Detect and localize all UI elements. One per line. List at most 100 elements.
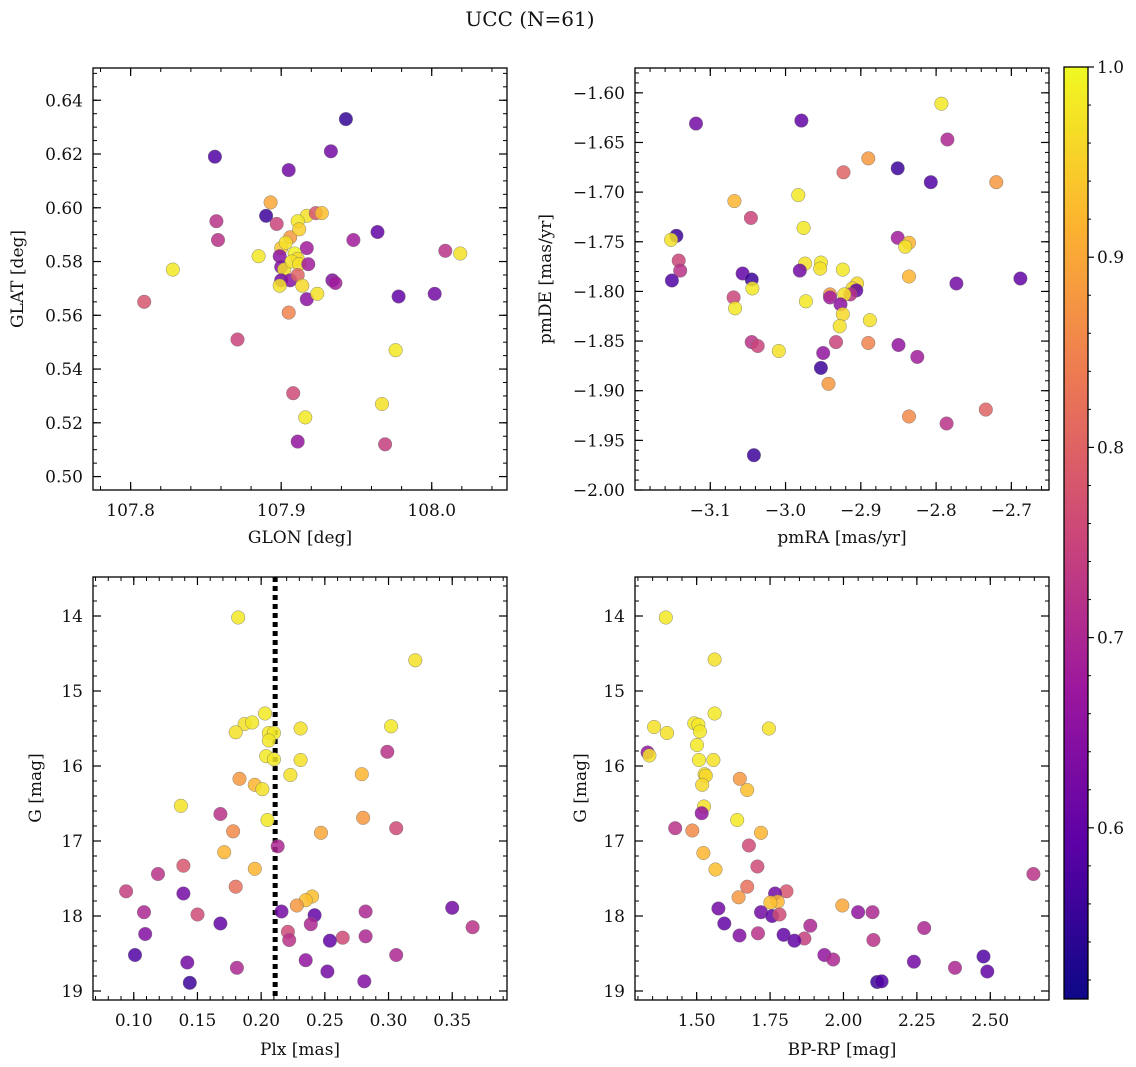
scatter-point (226, 824, 241, 839)
scatter-point (295, 278, 310, 293)
scatter-point (694, 806, 709, 821)
x-tick-label: 2.00 (825, 1011, 863, 1031)
x-tick-label: 2.50 (971, 1011, 1009, 1031)
scatter-point (231, 610, 246, 625)
scatter-point (707, 652, 722, 667)
scatter-point (358, 904, 373, 919)
colorbar-tick-label: 0.7 (1097, 629, 1124, 649)
scatter-point (743, 210, 758, 225)
scatter-point (301, 257, 316, 272)
x-tick-label: 0.15 (179, 1011, 217, 1031)
x-axis-label: BP-RP [mag] (788, 1040, 897, 1060)
scatter-point (165, 262, 180, 277)
y-tick-label: 16 (603, 757, 625, 777)
scatter-point (445, 900, 460, 915)
scatter-point (902, 269, 917, 284)
scatter-point (272, 278, 287, 293)
scatter-point (706, 753, 721, 768)
scatter-point (750, 339, 765, 354)
scatter-point (711, 901, 726, 916)
scatter-point (865, 905, 880, 920)
colorbar-tick-label: 0.6 (1097, 819, 1124, 839)
scatter-point (821, 376, 836, 391)
scatter-point (835, 307, 850, 322)
scatter-point (427, 286, 442, 301)
scatter-point (358, 929, 373, 944)
scatter-point (320, 964, 335, 979)
scatter-point (298, 953, 313, 968)
scatter-point (732, 928, 747, 943)
scatter-point (934, 96, 949, 111)
scatter-point (976, 949, 991, 964)
y-tick-label: −1.85 (573, 332, 625, 352)
scatter-point (180, 955, 195, 970)
x-tick-label: −3.1 (690, 501, 731, 521)
scatter-point (292, 222, 307, 237)
scatter-point (281, 305, 296, 320)
y-tick-label: 16 (61, 757, 83, 777)
scatter-point (823, 290, 838, 305)
scatter-point (127, 948, 142, 963)
y-tick-label: 18 (603, 907, 625, 927)
scatter-point (835, 262, 850, 277)
scatter-point (826, 952, 841, 967)
scatter-point (731, 890, 746, 905)
scatter-point (695, 777, 710, 792)
minor-ticks (93, 577, 507, 1000)
scatter-point (314, 825, 329, 840)
y-tick-label: 0.64 (45, 91, 83, 111)
scatter-point (829, 335, 844, 350)
scatter-point (380, 744, 395, 759)
y-tick-label: 19 (603, 982, 625, 1002)
scatter-point (794, 113, 809, 128)
y-tick-label: −1.70 (573, 183, 625, 203)
scatter-point (283, 768, 298, 783)
scatter-point (228, 879, 243, 894)
scatter-point (150, 867, 165, 882)
scatter-point (861, 151, 876, 166)
x-tick-label: 108.0 (407, 501, 456, 521)
scatter-point (940, 132, 955, 147)
panel-pmra-pmde: −3.1 −3.0 −2.9 −2.8 −2.7 −2.00 −1.95 −1.90 −1.85… (536, 67, 1050, 548)
scatter-point (251, 249, 266, 264)
scatter-point (388, 343, 403, 358)
scatter-point (389, 821, 404, 836)
scatter-point (689, 116, 704, 131)
scatter-point (230, 332, 245, 347)
scatter-point (298, 410, 313, 425)
panel-glon-glat: 107.8 107.9 108.0 0.50 0.52 0.54 0.56 0.58 0.60 0… (8, 67, 508, 548)
scatter-point (750, 859, 765, 874)
y-tick-label: 18 (61, 907, 83, 927)
x-tick-label: 2.25 (898, 1011, 936, 1031)
scatter-point (245, 715, 260, 730)
colorbar-gradient (1063, 66, 1089, 1000)
scatter-point (258, 706, 273, 721)
scatter-point (862, 313, 877, 328)
y-tick-label: 0.52 (45, 414, 83, 434)
scatter-point (255, 782, 270, 797)
scatter-point (299, 241, 314, 256)
scatter-point (741, 838, 756, 853)
y-tick-label: 0.50 (45, 468, 83, 488)
scatter-point (357, 974, 372, 989)
scatter-point (213, 916, 228, 931)
scatter-point (293, 721, 308, 736)
scatter-point (803, 918, 818, 933)
y-tick-label: −1.95 (573, 431, 625, 451)
scatter-point (761, 721, 776, 736)
scatter-point (658, 610, 673, 625)
scatter-point (465, 920, 480, 935)
panel-bprp-g: 1.50 1.75 2.00 2.25 2.50 14 15 16 17 18 19 BP-RP [… (571, 576, 1050, 1060)
scatter-point (791, 188, 806, 203)
major-ticks: 107.8 107.9 108.0 0.50 0.52 0.54 0.56 0.58 0.60 0… (45, 68, 507, 521)
panel-plx-g: 0.10 0.15 0.20 0.25 0.30 0.35 14 15 16 17 18 19 Plx… (26, 576, 508, 1060)
scatter-point (787, 933, 802, 948)
y-tick-label: −2.00 (573, 481, 625, 501)
scatter-point (861, 336, 876, 351)
scatter-point (796, 220, 811, 235)
scatter-point (717, 916, 732, 931)
colorbar: 0.6 0.7 0.8 0.9 1.0 (1063, 58, 1124, 1000)
y-axis-label: G [mag] (571, 753, 591, 822)
scatter-point (453, 246, 468, 261)
scatter-point (690, 738, 705, 753)
